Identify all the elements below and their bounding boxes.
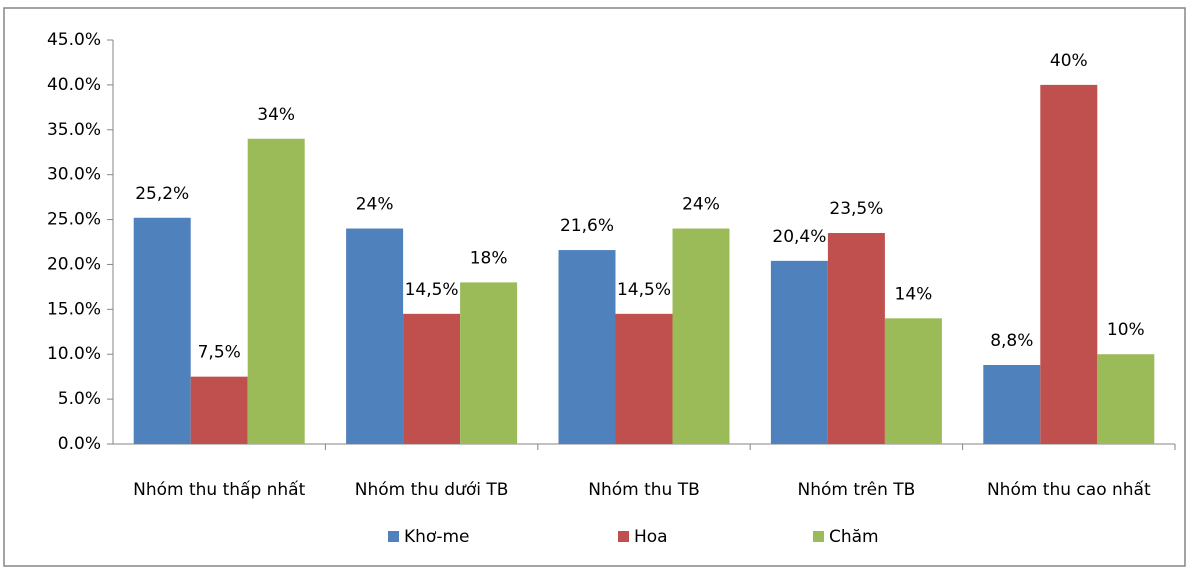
value-label: 8,8% — [990, 331, 1033, 351]
y-tick-label: 20.0% — [47, 254, 101, 274]
value-label: 25,2% — [135, 184, 189, 204]
bar — [346, 228, 404, 444]
bar — [983, 364, 1041, 444]
value-label: 7,5% — [198, 343, 241, 363]
bar — [247, 138, 305, 444]
value-label: 34% — [257, 105, 295, 125]
bar — [827, 233, 885, 444]
x-tick-label: Nhóm thu thấp nhất — [133, 479, 305, 500]
y-tick-label: 0.0% — [58, 434, 101, 454]
y-tick-label: 45.0% — [47, 30, 101, 50]
x-tick-label: Nhóm trên TB — [797, 480, 915, 500]
value-label: 20,4% — [772, 227, 826, 247]
bar — [672, 228, 730, 444]
y-tick-label: 25.0% — [47, 210, 101, 230]
bar — [1097, 354, 1155, 444]
value-label: 14% — [895, 284, 933, 304]
value-label: 23,5% — [829, 199, 883, 219]
value-label: 14,5% — [405, 280, 459, 300]
x-tick-label: Nhóm thu cao nhất — [987, 479, 1151, 500]
legend-label: Chăm — [829, 527, 879, 547]
x-tick-label: Nhóm thu TB — [588, 480, 700, 500]
y-tick-label: 35.0% — [47, 120, 101, 140]
y-tick-label: 30.0% — [47, 165, 101, 185]
y-tick-label: 15.0% — [47, 299, 101, 319]
value-label: 21,6% — [560, 216, 614, 236]
y-tick-label: 5.0% — [58, 389, 101, 409]
value-label: 24% — [682, 195, 720, 215]
bar — [558, 250, 616, 444]
bar — [460, 282, 518, 444]
y-tick-label: 40.0% — [47, 75, 101, 95]
bar — [884, 318, 942, 444]
value-label: 10% — [1107, 320, 1145, 340]
bar — [133, 217, 191, 444]
value-label: 40% — [1050, 51, 1088, 71]
legend-swatch — [813, 531, 824, 542]
bar — [190, 376, 248, 444]
bar — [1040, 84, 1098, 444]
bar — [615, 313, 673, 444]
bar — [770, 260, 828, 444]
legend-swatch — [618, 531, 629, 542]
bar — [403, 313, 461, 444]
value-label: 14,5% — [617, 280, 671, 300]
value-label: 18% — [470, 248, 508, 268]
legend-label: Hoa — [634, 527, 668, 547]
value-label: 24% — [356, 195, 394, 215]
x-tick-label: Nhóm thu dưới TB — [355, 480, 509, 500]
legend-label: Khơ-me — [404, 527, 469, 547]
legend-swatch — [388, 531, 399, 542]
y-tick-label: 10.0% — [47, 344, 101, 364]
